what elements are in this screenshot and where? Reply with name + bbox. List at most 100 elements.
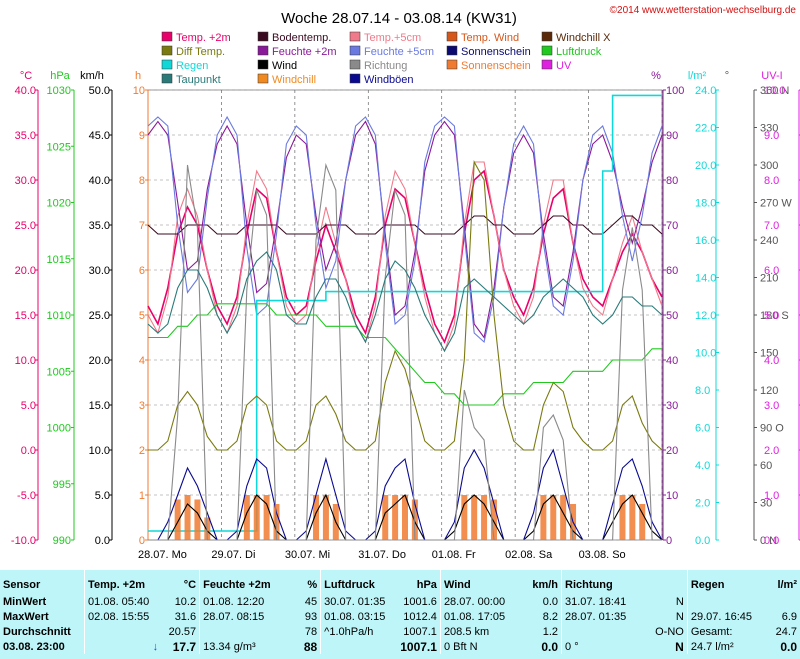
cell-hum-time: 28.07. 08:15 <box>199 609 287 624</box>
cell-temp-value: 31.6 <box>174 610 197 623</box>
legend-label: Diff Temp. <box>176 46 225 58</box>
day-tick-label: 30.07. Mi <box>285 549 330 561</box>
legend-swatch <box>541 45 553 56</box>
direction-tick-label: 240 <box>760 235 778 247</box>
rain-tick-label: 20.0 <box>695 160 716 172</box>
sunshine-bar <box>392 495 399 540</box>
plot-area <box>147 94 663 541</box>
sunshine-bar <box>560 495 567 540</box>
series-line-taupunkt <box>147 251 663 353</box>
cell-dir-deg: 0 ° <box>561 639 653 654</box>
rain-tick-label: 10.0 <box>695 348 716 360</box>
rain-tick-label: 6.0 <box>695 423 710 435</box>
header-press-unit: hPa <box>416 579 437 591</box>
pressure-tick-label: 990 <box>53 535 71 547</box>
legend-swatch <box>161 73 173 84</box>
legend-label: Sonnenschein <box>461 60 531 72</box>
legend-label: Bodentemp. <box>272 32 331 44</box>
header-rain: Regen <box>686 570 764 594</box>
cell-press-value: 1001.6 <box>403 595 437 608</box>
cell-temp-time: 02.08. 15:55 <box>84 609 162 624</box>
cell-press-value: 1007.1 <box>403 625 437 638</box>
uv-tick-label: 4.0 <box>764 355 779 367</box>
direction-tick-label: 0 N <box>760 535 777 547</box>
table-row-avg: Durchschnitt 20.57 78 ^1.0hPa/h 1007.1 2… <box>0 624 800 639</box>
cell-hum-time <box>199 624 287 639</box>
uv-tick-label: 2.0 <box>764 445 779 457</box>
wind-tick-label: 15.0 <box>89 400 110 412</box>
header-dir: Richtung <box>561 570 653 594</box>
header-temp: Temp. +2m <box>84 570 162 594</box>
wind-tick-label: 25.0 <box>89 310 110 322</box>
table-row-max: MaxWert 02.08. 15:55 31.6 28.07. 08:15 9… <box>0 609 800 624</box>
day-tick-label: 28.07. Mo <box>138 549 187 561</box>
cell-rain-value: 24.7 <box>775 625 797 638</box>
temp-tick-label: 10.0 <box>15 355 36 367</box>
cell-press-time: 01.08. 03:15 <box>320 609 398 624</box>
wind-tick-label: 35.0 <box>89 220 110 232</box>
humidity-tick-label: 60 <box>666 265 678 277</box>
pressure-tick-label: 1015 <box>47 254 71 266</box>
uv-tick-label: 5.0 <box>764 310 779 322</box>
cell-hum-value: 78 <box>304 625 318 638</box>
humidity-tick-label: 30 <box>666 400 678 412</box>
row-label: 03.08. 23:00 <box>3 640 65 653</box>
sun-tick-label: 5 <box>139 310 145 322</box>
legend-label: Windböen <box>364 74 414 86</box>
sunshine-bar <box>540 495 547 540</box>
sunshine-bar <box>263 495 270 540</box>
temp-tick-label: 30.0 <box>15 175 36 187</box>
cell-temp-value: 10.2 <box>174 595 197 608</box>
sunshine-bar <box>253 495 260 540</box>
rain-tick-label: 0.0 <box>695 535 710 547</box>
humidity-tick-label: 40 <box>666 355 678 367</box>
direction-tick-label: 210 <box>760 273 778 285</box>
table-row-current: 03.08. 23:00 ↓ 17.7 13.34 g/m³ 88 1007.1… <box>0 639 800 654</box>
cell-wind-value: 0.0 <box>542 595 559 608</box>
temp-tick-label: 35.0 <box>15 130 36 142</box>
header-wind: Wind <box>439 570 517 594</box>
legend-label: Sonnenschein <box>461 46 531 58</box>
sunshine-bar <box>382 495 389 540</box>
sunshine-bar <box>639 504 646 540</box>
cell-press-time <box>320 639 398 654</box>
direction-axis-label: ° <box>725 70 729 82</box>
cell-hum-value: 93 <box>304 610 318 623</box>
header-temp-unit: °C <box>183 579 197 591</box>
uv-tick-label: 9.0 <box>764 130 779 142</box>
direction-tick-label: 150 <box>760 348 778 360</box>
sunshine-bar <box>194 499 201 540</box>
sun-tick-label: 2 <box>139 445 145 457</box>
rain-tick-label: 4.0 <box>695 460 710 472</box>
row-label: MaxWert <box>3 610 49 623</box>
cell-rain-value: 6.9 <box>781 610 797 623</box>
temp-tick-label: 40.0 <box>15 85 36 97</box>
cell-rain-time <box>686 594 764 609</box>
legend-label: Taupunkt <box>176 74 221 86</box>
wind-tick-label: 40.0 <box>89 175 110 187</box>
legend-swatch <box>257 31 269 42</box>
table-header: Sensor Temp. +2m °C Feuchte +2m % Luftdr… <box>0 570 800 594</box>
uv-tick-label: 6.0 <box>764 265 779 277</box>
direction-tick-label: 300 <box>760 160 778 172</box>
legend-label: Temp.+5cm <box>364 32 421 44</box>
chart-title: Woche 28.07.14 - 03.08.14 (KW31) <box>281 10 517 27</box>
rain-tick-label: 24.0 <box>695 85 716 97</box>
legend-label: Windchill <box>272 74 316 86</box>
day-tick-label: 29.07. Di <box>211 549 255 561</box>
cell-hum-abs: 13.34 g/m³ <box>199 639 287 654</box>
legend-swatch <box>161 31 173 42</box>
cell-dir-time: 31.07. 18:41 <box>561 594 653 609</box>
sun-tick-label: 9 <box>139 130 145 142</box>
temp-axis-label: °C <box>20 70 32 82</box>
legend-label: Temp. +2m <box>176 32 231 44</box>
cell-press-value: 1012.4 <box>403 610 437 623</box>
rain-axis-label: l/m² <box>688 70 707 82</box>
temp-tick-label: 20.0 <box>15 265 36 277</box>
legend-swatch <box>349 59 361 70</box>
uv-tick-label: 10.0 <box>764 85 785 97</box>
series-line-luftdruck <box>148 303 662 406</box>
cell-temp-time: 01.08. 05:40 <box>84 594 162 609</box>
temp-tick-label: -5.0 <box>17 490 36 502</box>
sun-tick-label: 3 <box>139 400 145 412</box>
